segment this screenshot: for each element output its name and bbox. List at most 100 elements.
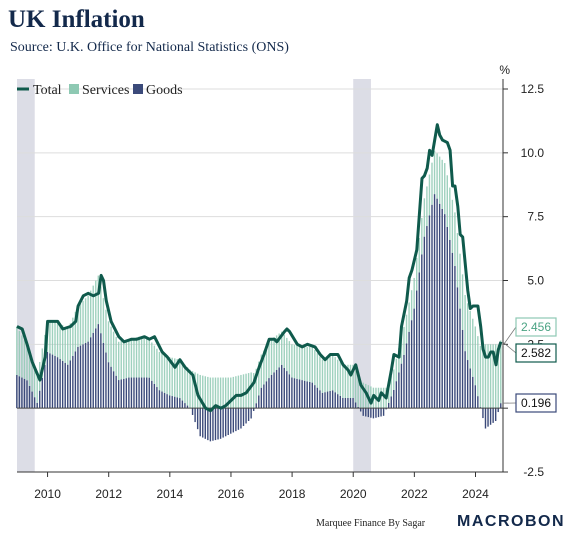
services-bar: [77, 306, 79, 347]
goods-bar: [273, 372, 275, 409]
services-bar: [237, 375, 240, 409]
goods-bar: [202, 408, 204, 438]
goods-bar: [79, 345, 82, 409]
services-bar: [100, 286, 102, 334]
goods-bar: [222, 408, 224, 438]
services-bar: [342, 364, 344, 398]
services-bar: [293, 344, 296, 379]
goods-bar: [263, 384, 265, 409]
services-bar: [36, 374, 38, 403]
services-bar: [67, 328, 69, 365]
goods-bar: [44, 364, 46, 409]
goods-bar: [446, 227, 448, 409]
goods-bar: [39, 390, 41, 409]
goods-bar: [408, 331, 410, 409]
services-bar: [84, 298, 87, 344]
goods-bar: [102, 342, 105, 409]
services-bar: [418, 237, 420, 273]
goods-bar: [449, 239, 451, 409]
goods-bar: [28, 385, 31, 409]
end-value-tags: 2.456 2.582 0.196: [502, 317, 557, 413]
services-bar: [174, 358, 176, 397]
legend-label-goods: Goods: [146, 83, 183, 98]
y-tick-label: 5.0: [527, 274, 544, 288]
services-bar: [217, 377, 219, 409]
y-tick-label: 10.0: [521, 146, 545, 160]
services-bar: [456, 233, 459, 288]
goods-bar: [479, 407, 482, 409]
services-bar: [321, 359, 324, 393]
goods-bar: [26, 380, 28, 409]
goods-bar: [74, 351, 77, 409]
services-bar: [255, 368, 257, 404]
services-bar: [362, 382, 364, 409]
goods-bar: [347, 397, 349, 409]
goods-bar: [459, 308, 461, 409]
end-value-box: [515, 343, 557, 363]
goods-bar: [84, 343, 87, 409]
services-bar: [268, 342, 270, 379]
end-value-label: 2.582: [521, 346, 551, 360]
goods-bar: [161, 391, 163, 409]
goods-bar: [321, 392, 324, 409]
goods-bar: [469, 368, 471, 409]
goods-bar: [92, 332, 94, 409]
goods-bar: [500, 403, 502, 409]
goods-bar: [296, 378, 298, 409]
goods-bar: [67, 364, 69, 409]
services-bar: [227, 377, 229, 409]
goods-bar: [258, 395, 260, 409]
services-bar: [365, 383, 367, 409]
goods-bar: [196, 408, 199, 430]
services-bar: [337, 359, 339, 395]
services-bar: [102, 298, 105, 343]
goods-bar: [319, 390, 321, 409]
services-bar: [382, 387, 385, 409]
services-bar: [158, 351, 161, 391]
services-bar: [403, 326, 405, 355]
goods-bar: [334, 392, 336, 409]
chart-title: UK Inflation: [8, 6, 145, 33]
goods-bar: [158, 390, 161, 409]
services-bar: [135, 337, 138, 378]
goods-bar: [370, 408, 372, 418]
services-bar: [153, 345, 156, 384]
services-bar: [423, 198, 426, 237]
services-bar: [191, 371, 194, 409]
goods-bar: [375, 408, 377, 418]
services-bar: [161, 353, 163, 392]
services-bar: [426, 186, 428, 227]
goods-bar: [270, 374, 273, 409]
goods-bar: [191, 408, 194, 415]
goods-bar: [461, 329, 464, 409]
goods-bar: [69, 360, 71, 409]
services-bar: [477, 336, 479, 397]
services-bar: [436, 153, 438, 199]
goods-bar: [186, 405, 189, 409]
goods-bar: [428, 215, 431, 409]
goods-bar: [385, 408, 387, 410]
services-bar: [224, 377, 227, 409]
services-bar: [189, 369, 191, 409]
x-tick-label: 2014: [156, 487, 183, 501]
services-bar: [314, 349, 316, 386]
services-bar: [232, 376, 235, 409]
services-bar: [489, 344, 492, 409]
goods-bar: [464, 351, 466, 409]
end-value-label: 0.196: [521, 396, 551, 410]
goods-bar: [110, 366, 112, 409]
goods-bar: [275, 369, 278, 409]
goods-bar: [372, 408, 375, 419]
bars: [16, 150, 502, 442]
goods-bar: [387, 402, 390, 409]
goods-bar: [184, 403, 186, 409]
services-bar: [28, 352, 31, 386]
goods-bar: [176, 397, 178, 409]
goods-bar: [140, 377, 143, 409]
goods-bar: [163, 392, 166, 409]
services-bar: [26, 344, 28, 381]
x-tick-label: 2012: [95, 487, 122, 501]
goods-bar: [421, 254, 423, 409]
goods-bar: [194, 408, 196, 423]
